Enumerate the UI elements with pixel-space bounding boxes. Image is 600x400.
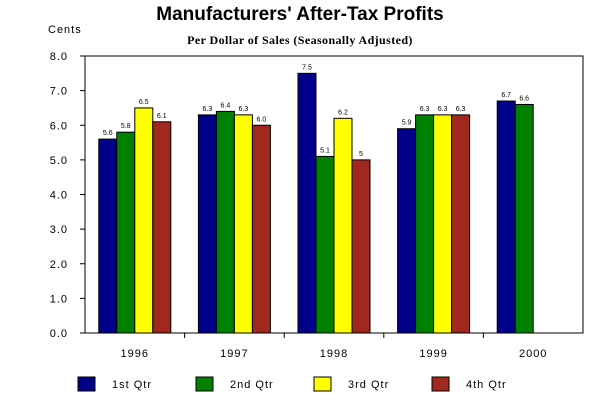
x-tick-label: 1999 <box>419 348 447 360</box>
y-tick-label: 6.0 <box>50 120 68 132</box>
y-axis-label: Cents <box>48 24 82 36</box>
bar <box>315 155 335 334</box>
legend-label: 4th Qtr <box>466 379 507 391</box>
bar <box>415 114 435 334</box>
data-label: 6.3 <box>438 106 448 113</box>
chart-subtitle: Per Dollar of Sales (Seasonally Adjusted… <box>187 33 413 47</box>
bar <box>397 128 417 334</box>
data-label: 6.2 <box>338 109 348 116</box>
bar <box>333 117 353 334</box>
data-label: 6.5 <box>139 99 149 106</box>
legend-swatch <box>431 376 450 392</box>
data-label: 6.0 <box>257 116 267 123</box>
bar <box>134 107 154 334</box>
data-label: 5.8 <box>121 123 131 130</box>
bar <box>152 121 172 334</box>
x-tick-label: 1997 <box>220 348 248 360</box>
bar <box>116 131 136 334</box>
bar <box>98 138 118 334</box>
data-label: 7.5 <box>302 64 312 71</box>
legend-swatch <box>313 376 332 392</box>
legend-swatch <box>77 376 96 392</box>
bar <box>233 114 253 334</box>
legend-label: 1st Qtr <box>112 379 152 391</box>
bar <box>351 159 371 334</box>
bar <box>496 100 516 334</box>
data-label: 5.6 <box>103 130 113 137</box>
x-tick-label: 1996 <box>121 348 149 360</box>
legend-label: 2nd Qtr <box>230 379 274 391</box>
y-tick-label: 1.0 <box>50 293 68 305</box>
y-tick-label: 8.0 <box>50 51 68 63</box>
bar <box>297 72 317 334</box>
legend-swatch <box>195 376 214 392</box>
data-label: 6.6 <box>519 95 529 102</box>
bar <box>451 114 471 334</box>
data-label: 6.3 <box>456 106 466 113</box>
x-tick-label: 2000 <box>519 348 547 360</box>
data-label: 5.1 <box>320 147 330 154</box>
data-label: 6.7 <box>501 92 511 99</box>
chart-title: Manufacturers' After-Tax Profits <box>156 4 444 25</box>
legend-label: 3rd Qtr <box>348 379 389 391</box>
data-label: 6.1 <box>157 113 167 120</box>
data-label: 6.3 <box>203 106 213 113</box>
y-tick-label: 3.0 <box>50 224 68 236</box>
y-tick-label: 4.0 <box>50 190 68 202</box>
bar <box>215 110 235 334</box>
bar <box>514 103 534 334</box>
data-label: 6.3 <box>239 106 249 113</box>
data-label: 5.9 <box>402 120 412 127</box>
bar <box>251 124 271 334</box>
x-tick-label: 1998 <box>320 348 348 360</box>
data-label: 5 <box>359 151 363 158</box>
y-tick-label: 0.0 <box>50 328 68 340</box>
y-tick-label: 7.0 <box>50 86 68 98</box>
bar <box>433 114 453 334</box>
y-tick-label: 5.0 <box>50 155 68 167</box>
bar <box>197 114 217 334</box>
data-label: 6.4 <box>221 102 231 109</box>
data-label: 6.3 <box>420 106 430 113</box>
y-tick-label: 2.0 <box>50 259 68 271</box>
